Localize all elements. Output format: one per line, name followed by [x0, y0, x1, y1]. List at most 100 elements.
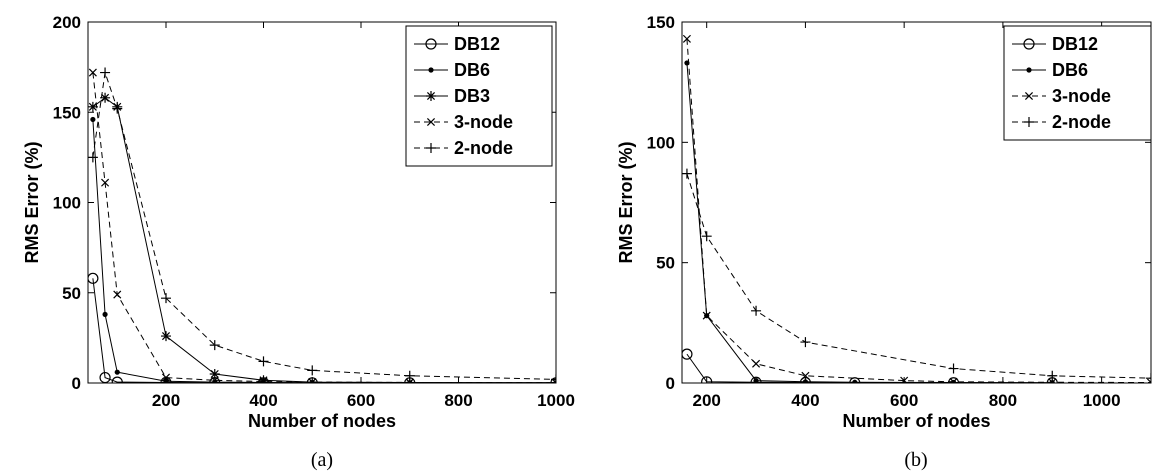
chart-a-legend-entry-db3-marker-shape: [426, 91, 436, 101]
chart-b-series-3-node-point-shape: [682, 34, 691, 43]
chart-a-ytick-label: 150: [53, 103, 81, 122]
chart-a-legend-entry-db6-marker: [428, 67, 434, 73]
chart-a-series-db3-point: [100, 92, 111, 103]
chart-b-legend-entry-3-node-label: 3-node: [1052, 86, 1111, 106]
chart-a-series-db6-point-shape: [114, 369, 120, 375]
chart-a-series-2-node-point-shape: [209, 340, 220, 351]
chart-b-series-2-node-point-shape: [682, 168, 692, 179]
chart-b-caption: (b): [904, 449, 927, 471]
chart-b-series-group: [682, 34, 1151, 383]
chart-b-legend: DB12 DB6 3-node 2-node: [1003, 25, 1152, 141]
chart-b-legend-entry-2-node-marker: [1024, 117, 1034, 127]
chart-a-series-3-node-point: [259, 377, 268, 383]
chart-b-series-db6-point-shape: [852, 379, 858, 383]
chart-b-ytick-label: 100: [647, 133, 675, 152]
chart-a-series-3-node-point: [113, 290, 122, 299]
chart-a-series-3-node-point-shape: [161, 373, 171, 382]
chart-a-legend-entry-db3-marker: [426, 91, 436, 101]
chart-b-series-db12-point: [799, 376, 812, 383]
chart-a-series-2-node-point: [88, 152, 98, 163]
chart-a-legend-entry-3-node-label: 3-node: [454, 112, 513, 132]
chart-b-series-db12-point-shape: [750, 376, 762, 383]
chart-b-ylabel: RMS Error (%): [616, 141, 636, 263]
chart-b-series-2-node-point: [1146, 373, 1151, 383]
chart-a-legend-entry-2-node-label: 2-node: [454, 138, 513, 158]
chart-a-xlabel: Number of nodes: [248, 411, 396, 431]
chart-a-series-db12-point: [99, 371, 111, 383]
chart-a-series-2-node-point-shape: [258, 356, 269, 367]
chart-b-series-2-node-line: [686, 173, 1151, 379]
chart-b-legend-entry-db6-label: DB6: [1052, 60, 1088, 80]
chart-b-series-3-node-point: [801, 371, 810, 380]
chart-b-legend-entry-db12-marker-shape: [1023, 38, 1035, 50]
chart-b-legend-entry-2-node-label: 2-node: [1052, 112, 1111, 132]
chart-a-legend-entry-db6-label: DB6: [454, 60, 490, 80]
chart-b-series-db6-point: [852, 379, 858, 383]
chart-b-series-2-node-point-shape: [751, 305, 762, 316]
chart-b-series-db6-line: [686, 62, 1053, 383]
chart-a-series-3-node-point-shape: [259, 377, 268, 383]
chart-b-legend-entry-db6-marker: [1026, 67, 1032, 73]
chart-a-series-3-node-point: [88, 68, 97, 77]
chart-a-series-3-node-point-shape: [88, 68, 97, 77]
chart-a-ytick-label: 200: [53, 13, 81, 32]
chart-a-legend-entry-db12-label: DB12: [454, 34, 500, 54]
chart-b-xtick-label: 200: [692, 391, 720, 410]
chart-a-series-2-node-point-shape: [100, 67, 111, 78]
chart-b-legend-entry-3-node-marker: [1024, 91, 1034, 101]
chart-a-legend-entry-2-node-marker: [426, 143, 436, 153]
chart-b-series-2-node-point: [800, 337, 811, 348]
chart-b-ytick-label: 50: [656, 254, 675, 273]
chart-b-xtick-label: 400: [791, 391, 819, 410]
chart-a-series-db6-point: [90, 116, 96, 123]
chart-a-series-2-node-line: [92, 72, 556, 380]
chart-a-xtick-label: 200: [152, 391, 180, 410]
chart-a-series-3-node-point: [101, 178, 110, 187]
chart-b-series-3-node-point: [949, 377, 958, 383]
chart-a-series-db12-point-shape: [111, 376, 123, 383]
chart-a-series-2-node-point-shape: [551, 374, 556, 383]
chart-b-series-2-node-point-shape: [948, 363, 959, 374]
chart-a-legend-entry-db6-marker-shape: [428, 67, 434, 73]
chart-b-series-2-node-point: [751, 305, 762, 316]
chart-b-series-3-node-point: [702, 311, 711, 320]
chart-a-series-3-node-point: [551, 378, 556, 383]
chart-a-series-2-node-point-shape: [307, 365, 318, 376]
chart-a-series-db12-point: [111, 376, 123, 383]
chart-b-legend-entry-db6-marker-shape: [1026, 67, 1032, 73]
chart-a-series-2-node-point-shape: [161, 293, 171, 304]
chart-b-series-2-node-point: [948, 363, 959, 374]
chart-a-series-db3-point-shape: [258, 375, 269, 383]
chart-a-series-db6-point: [114, 369, 120, 375]
chart-a-series-db3-point: [161, 331, 171, 342]
chart-a-series-db3-point: [209, 368, 220, 379]
chart-a-legend-entry-3-node-marker-shape: [426, 117, 436, 127]
chart-a-series-db3-point-shape: [88, 101, 98, 112]
chart-a-series-group: [88, 67, 556, 383]
chart-b-series-db12-point: [701, 376, 713, 383]
chart-a-legend-entry-db12-marker: [425, 38, 437, 50]
chart-a-series-2-node-point: [209, 340, 220, 351]
chart-a-series-db12-line: [92, 278, 556, 383]
chart-a-series-db6-point: [102, 311, 108, 318]
chart-b-legend-entry-3-node-marker-shape: [1024, 91, 1034, 101]
chart-b-ytick-label: 150: [647, 13, 675, 32]
chart-a-series-2-node-point: [112, 103, 123, 114]
chart-b-xtick-label: 800: [989, 391, 1017, 410]
chart-a-series-db3-point: [258, 375, 269, 383]
chart-b-series-3-node-point-shape: [752, 359, 761, 368]
chart-b-series-2-node-point-shape: [1146, 373, 1151, 383]
chart-b-ytick-label: 0: [666, 374, 675, 393]
chart-b-series-3-node-point-shape: [801, 371, 810, 380]
chart-a-ytick-label: 0: [72, 374, 81, 393]
chart-a-legend: DB12 DB6 DB3 3-node 2-node: [405, 25, 553, 167]
chart-b-series-3-node-point-shape: [949, 377, 958, 383]
chart-a-series-3-node-point-shape: [551, 378, 556, 383]
chart-a: 200 400 600 800 1000 0 50 100 150 200 Number of no…: [22, 13, 575, 471]
chart-b-series-3-node-point: [752, 359, 761, 368]
chart-a-series-2-node-point: [551, 374, 556, 383]
chart-a-series-3-node-point: [210, 376, 219, 383]
chart-a-series-2-node-point: [404, 370, 415, 381]
chart-b-series-2-node-point: [1047, 370, 1058, 381]
chart-a-series-2-node-point: [258, 356, 269, 367]
